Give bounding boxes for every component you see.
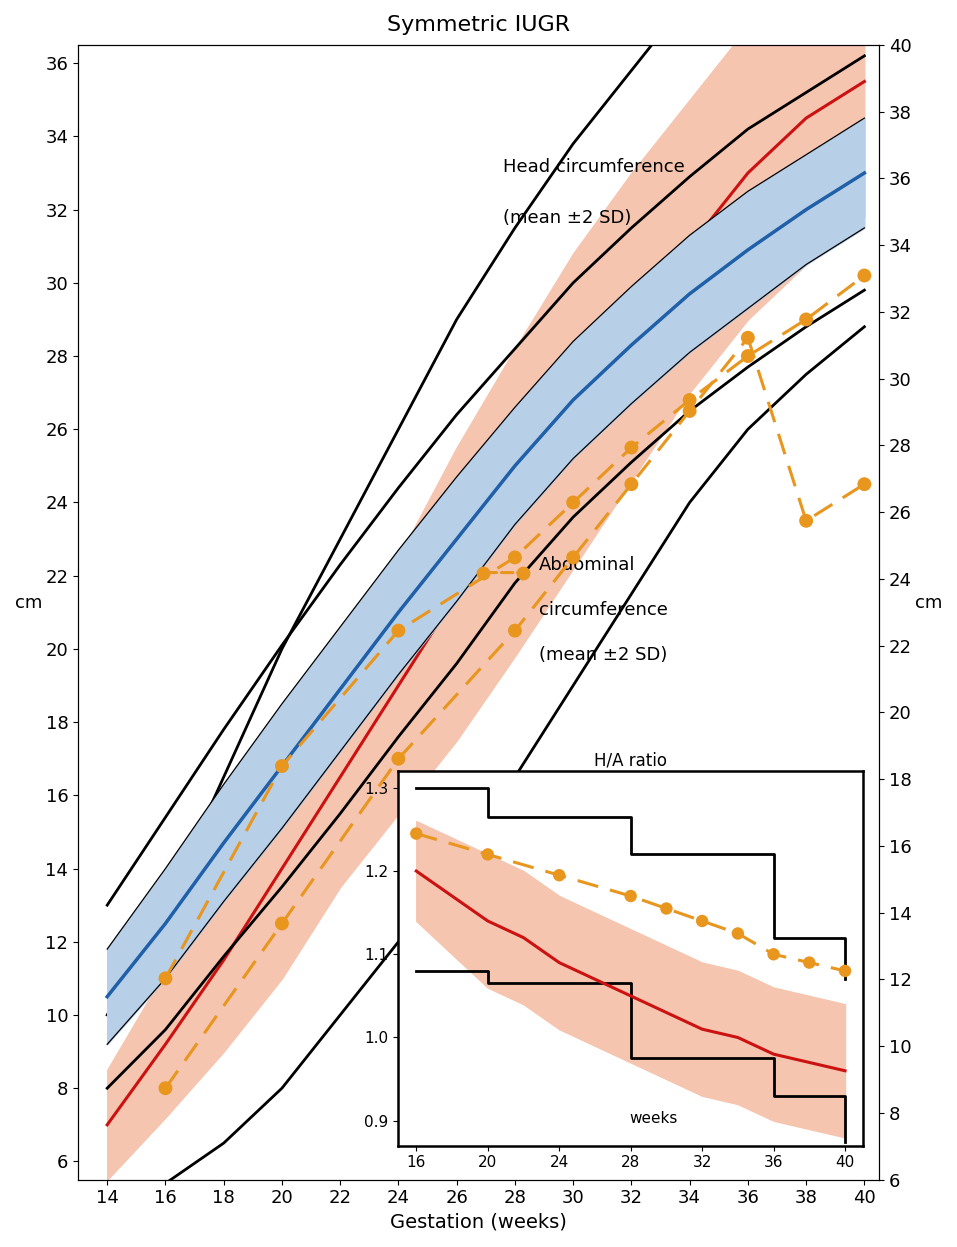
Text: (mean ±2 SD): (mean ±2 SD)	[502, 209, 631, 227]
Point	[390, 748, 406, 768]
Text: Head circumference: Head circumference	[502, 158, 684, 176]
Point	[566, 547, 581, 567]
Y-axis label: cm: cm	[15, 595, 42, 612]
Point	[857, 266, 872, 286]
Point	[740, 328, 755, 348]
Title: Symmetric IUGR: Symmetric IUGR	[387, 15, 570, 35]
Point	[507, 621, 523, 641]
Point	[275, 914, 290, 934]
Point	[158, 1079, 173, 1099]
Point	[275, 756, 290, 776]
Point	[390, 621, 406, 641]
Point	[566, 493, 581, 513]
Y-axis label: cm: cm	[915, 595, 942, 612]
Point	[158, 969, 173, 989]
X-axis label: Gestation (weeks): Gestation (weeks)	[390, 1213, 567, 1232]
Point	[798, 309, 813, 329]
Point	[798, 511, 813, 531]
Point	[740, 347, 755, 367]
Point	[507, 547, 523, 567]
Point	[624, 474, 639, 494]
Text: circumference: circumference	[539, 601, 667, 619]
Text: (mean ±2 SD): (mean ±2 SD)	[539, 646, 667, 665]
Point	[682, 390, 698, 410]
Point	[857, 474, 872, 494]
Point	[624, 438, 639, 458]
Point	[682, 402, 698, 421]
Text: Abdominal: Abdominal	[539, 556, 635, 574]
